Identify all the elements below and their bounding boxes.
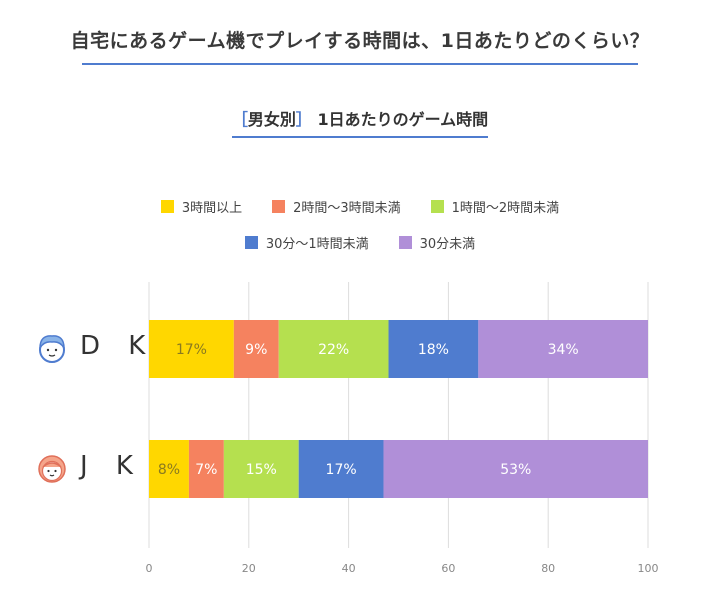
subtitle-bracket-close: ］ xyxy=(295,110,312,129)
data-label: 17% xyxy=(176,342,207,358)
chart-title: 自宅にあるゲーム機でプレイする時間は、1日あたりどのくらい？ xyxy=(70,30,650,52)
x-tick-label: 80 xyxy=(541,562,555,575)
bar-segment xyxy=(478,320,648,378)
legend-item: 2時間〜3時間未満 xyxy=(272,197,401,216)
title-underline xyxy=(82,63,638,65)
bar-segment xyxy=(383,440,648,498)
legend-label: 1時間〜2時間未満 xyxy=(451,201,560,216)
legend-item: 30分未満 xyxy=(398,233,476,252)
row-label-dk: D K xyxy=(80,331,156,361)
data-label: 18% xyxy=(418,342,449,358)
chart-subtitle: ［男女別］ 1日あたりのゲーム時間 xyxy=(231,106,489,138)
data-label: 17% xyxy=(326,462,357,478)
subtitle-text: 1日あたりのゲーム時間 xyxy=(317,110,489,129)
data-label: 53% xyxy=(500,462,531,478)
legend-label: 3時間以上 xyxy=(181,201,243,216)
x-tick-label: 0 xyxy=(146,562,153,575)
x-tick-label: 100 xyxy=(638,562,659,575)
legend-item: 1時間〜2時間未満 xyxy=(430,197,560,216)
legend-item: 30分〜1時間未満 xyxy=(244,233,369,252)
x-tick-label: 60 xyxy=(441,562,455,575)
x-tick-label: 40 xyxy=(342,562,356,575)
legend-swatch xyxy=(430,200,444,213)
legend-label: 30分〜1時間未満 xyxy=(265,237,369,252)
bar-segment xyxy=(233,320,279,378)
legend-swatch xyxy=(398,236,412,249)
legend-swatch xyxy=(272,200,286,213)
legend-label: 30分未満 xyxy=(419,237,476,252)
data-label: 7% xyxy=(195,462,217,478)
bar-segment xyxy=(388,320,479,378)
row-label-jk: J K xyxy=(80,451,143,481)
bar-segment xyxy=(298,440,384,498)
data-label: 34% xyxy=(548,342,579,358)
bar-segment xyxy=(149,320,234,378)
bar-segment xyxy=(278,320,389,378)
subtitle-group: 男女別 xyxy=(247,110,296,129)
boy-face-icon xyxy=(39,335,65,363)
girl-face-icon xyxy=(38,455,66,483)
data-label: 8% xyxy=(158,462,180,478)
subtitle-underline xyxy=(231,136,489,138)
bar-segment xyxy=(188,440,224,498)
legend-swatch xyxy=(160,200,174,213)
data-label: 9% xyxy=(245,342,267,358)
legend-item: 3時間以上 xyxy=(160,197,243,216)
legend-label: 2時間〜3時間未満 xyxy=(293,201,401,216)
bar-segment xyxy=(149,440,189,498)
x-tick-label: 20 xyxy=(242,562,256,575)
legend-swatch xyxy=(244,236,258,249)
data-label: 15% xyxy=(246,462,277,478)
data-label: 22% xyxy=(318,342,349,358)
subtitle-bracket-open: ［ xyxy=(231,110,248,129)
bar-segment xyxy=(223,440,299,498)
